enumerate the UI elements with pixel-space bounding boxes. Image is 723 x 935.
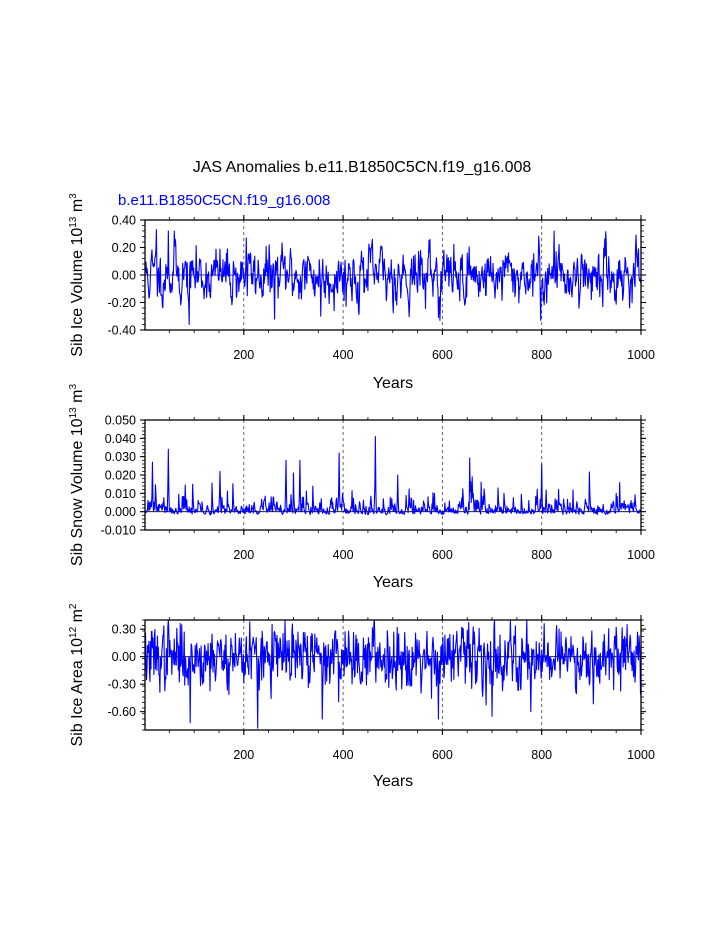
panel-middle: -0.010 0.000 0.010 0.020 0.030 0.040 0.050 200 4… bbox=[68, 384, 655, 592]
ytick-label: -0.60 bbox=[108, 705, 137, 719]
y-axis-label: Sib Ice Area 1012 m2 bbox=[68, 603, 86, 746]
series-line bbox=[145, 229, 641, 326]
xtick-label: 800 bbox=[531, 548, 552, 562]
xtick-label: 200 bbox=[233, 548, 254, 562]
run-label: b.e11.B1850C5CN.f19_g16.008 bbox=[118, 192, 330, 209]
ytick-label: -0.30 bbox=[108, 678, 137, 692]
x-axis-label: Years bbox=[373, 574, 413, 591]
xtick-label: 200 bbox=[233, 748, 254, 762]
xtick-label: 600 bbox=[432, 748, 453, 762]
x-axis-label: Years bbox=[373, 375, 413, 392]
xtick-label: 400 bbox=[333, 748, 354, 762]
panel-bottom: -0.60 -0.30 0.00 0.30 200 400 600 800 1000 Years S… bbox=[68, 603, 655, 790]
y-axis-label: Sib Ice Volume 1013 m3 bbox=[68, 193, 86, 357]
ytick-label: 0.050 bbox=[105, 414, 136, 428]
xtick-label: 400 bbox=[333, 348, 354, 362]
ytick-label: 0.010 bbox=[105, 487, 136, 501]
xtick-label: 800 bbox=[531, 748, 552, 762]
ytick-label: 0.00 bbox=[112, 269, 136, 283]
ytick-label: 0.040 bbox=[105, 432, 136, 446]
ytick-label: -0.20 bbox=[108, 296, 137, 310]
ytick-label: 0.000 bbox=[105, 505, 136, 519]
y-axis-label: Sib Snow Volume 1013 m3 bbox=[68, 384, 86, 567]
series-line bbox=[145, 620, 641, 729]
xtick-label: 1000 bbox=[627, 748, 655, 762]
xtick-label: 800 bbox=[531, 348, 552, 362]
ytick-label: 0.40 bbox=[112, 214, 136, 228]
xtick-label: 1000 bbox=[627, 548, 655, 562]
ytick-label: -0.40 bbox=[108, 324, 137, 338]
ytick-label: 0.20 bbox=[112, 241, 136, 255]
xtick-label: 200 bbox=[233, 348, 254, 362]
series-line bbox=[145, 435, 641, 516]
xtick-label: 400 bbox=[333, 548, 354, 562]
xtick-label: 600 bbox=[432, 348, 453, 362]
ytick-label: -0.010 bbox=[101, 524, 136, 538]
x-axis-label: Years bbox=[373, 773, 413, 790]
ytick-label: 0.030 bbox=[105, 450, 136, 464]
main-title: JAS Anomalies b.e11.B1850C5CN.f19_g16.00… bbox=[193, 159, 532, 176]
panels: -0.40 -0.20 0.00 0.20 0.40 200 400 600 800 1000 Ye… bbox=[68, 193, 655, 790]
panel-top: -0.40 -0.20 0.00 0.20 0.40 200 400 600 800 1000 Ye… bbox=[68, 193, 655, 392]
xtick-label: 600 bbox=[432, 548, 453, 562]
ytick-label: 0.00 bbox=[112, 650, 136, 664]
ytick-label: 0.020 bbox=[105, 469, 136, 483]
ytick-label: 0.30 bbox=[112, 623, 136, 637]
xtick-label: 1000 bbox=[627, 348, 655, 362]
